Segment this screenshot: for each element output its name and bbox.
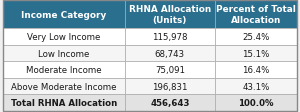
Bar: [215, 62, 297, 78]
Bar: [215, 1, 297, 29]
Bar: [125, 1, 215, 29]
Text: Low Income: Low Income: [38, 49, 90, 58]
Bar: [3, 45, 125, 62]
Text: 100.0%: 100.0%: [238, 98, 274, 107]
Text: 15.1%: 15.1%: [242, 49, 269, 58]
Text: Very Low Income: Very Low Income: [27, 33, 101, 42]
Bar: [215, 78, 297, 95]
Text: 16.4%: 16.4%: [242, 66, 269, 74]
Bar: [3, 1, 125, 29]
Bar: [3, 62, 125, 78]
Bar: [3, 29, 125, 45]
Text: Moderate Income: Moderate Income: [26, 66, 102, 74]
Text: 68,743: 68,743: [155, 49, 185, 58]
Text: 43.1%: 43.1%: [242, 82, 269, 91]
Bar: [3, 95, 125, 111]
Text: Percent of Total
Allocation: Percent of Total Allocation: [216, 5, 296, 25]
Text: Income Category: Income Category: [21, 11, 106, 20]
Bar: [125, 29, 215, 45]
Text: Total RHNA Allocation: Total RHNA Allocation: [11, 98, 117, 107]
Text: 115,978: 115,978: [152, 33, 188, 42]
Text: 456,643: 456,643: [150, 98, 190, 107]
Text: 25.4%: 25.4%: [242, 33, 269, 42]
Text: RHNA Allocation
(Units): RHNA Allocation (Units): [129, 5, 211, 25]
Bar: [125, 45, 215, 62]
Bar: [215, 45, 297, 62]
Bar: [215, 29, 297, 45]
Bar: [125, 78, 215, 95]
Text: 196,831: 196,831: [152, 82, 188, 91]
Bar: [215, 95, 297, 111]
Bar: [125, 95, 215, 111]
Text: 75,091: 75,091: [155, 66, 185, 74]
Bar: [3, 78, 125, 95]
Text: Above Moderate Income: Above Moderate Income: [11, 82, 117, 91]
Bar: [125, 62, 215, 78]
